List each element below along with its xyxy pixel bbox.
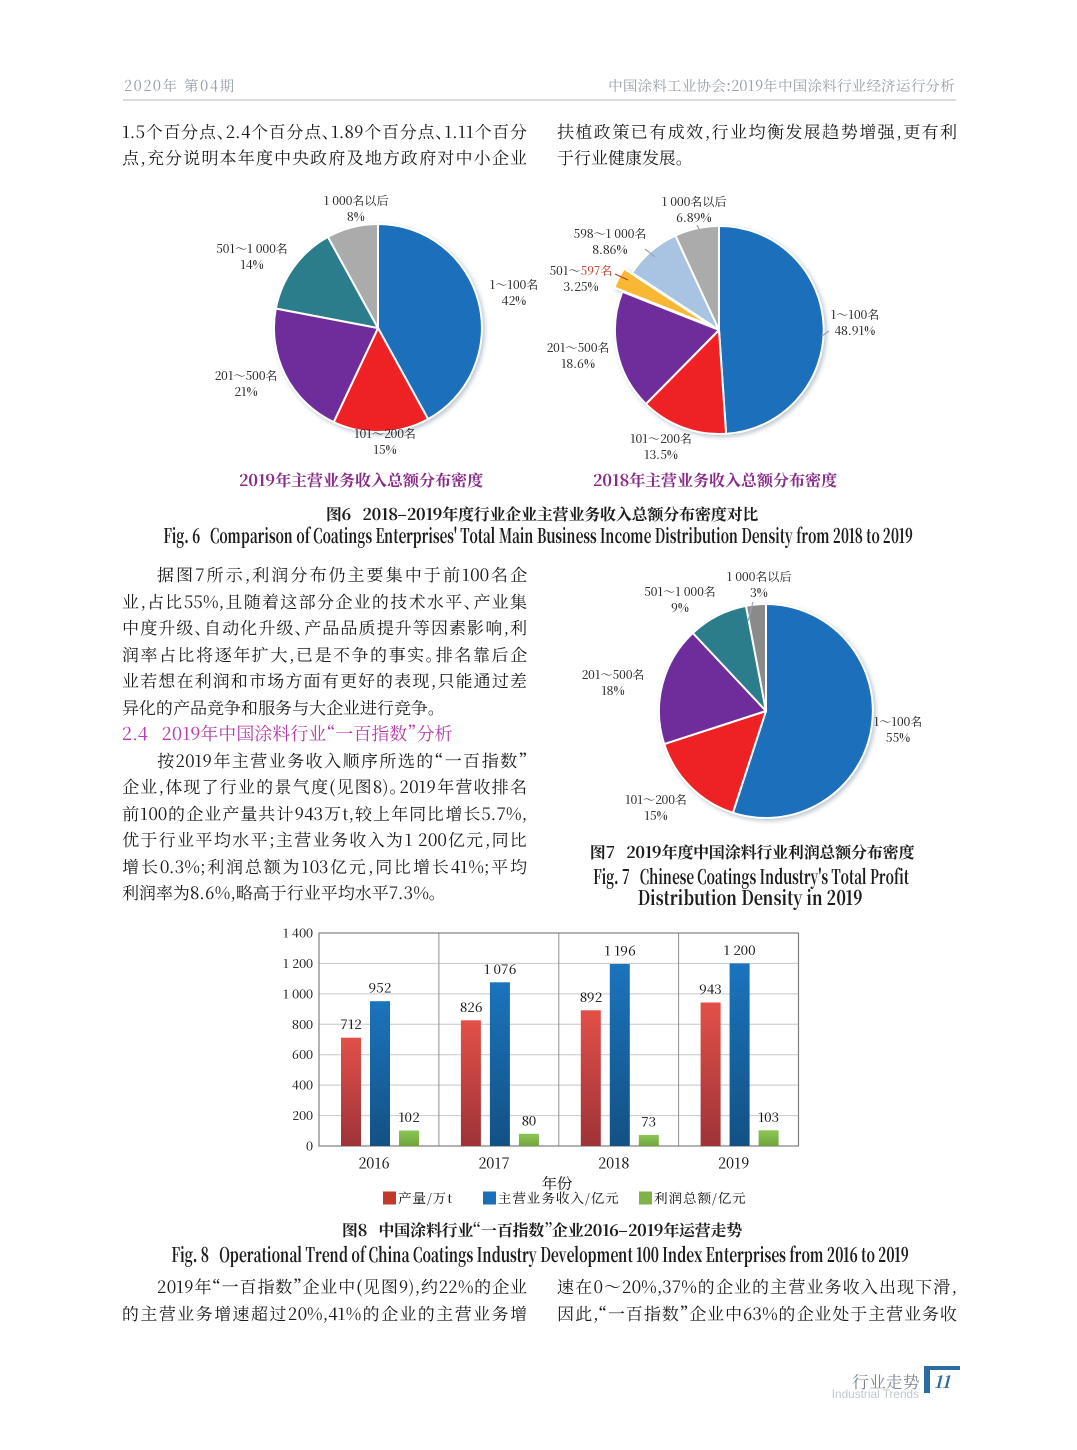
svg-text:利润总额/亿元: 利润总额/亿元 — [654, 1187, 747, 1207]
svg-text:2017: 2017 — [478, 1153, 509, 1174]
svg-text:943: 943 — [699, 978, 722, 998]
svg-text:952: 952 — [369, 977, 392, 997]
svg-text:102: 102 — [398, 1106, 420, 1126]
svg-text:400: 400 — [292, 1076, 313, 1094]
svg-text:800: 800 — [292, 1015, 313, 1033]
svg-text:年份: 年份 — [541, 1172, 573, 1194]
svg-text:826: 826 — [460, 996, 483, 1016]
svg-text:2019: 2019 — [718, 1153, 749, 1174]
svg-text:2018: 2018 — [598, 1153, 629, 1174]
svg-text:200: 200 — [292, 1106, 313, 1124]
svg-text:73: 73 — [641, 1110, 656, 1130]
svg-text:892: 892 — [579, 986, 602, 1006]
svg-text:80: 80 — [521, 1109, 536, 1129]
svg-text:1 196: 1 196 — [604, 940, 635, 960]
svg-text:2016: 2016 — [358, 1153, 389, 1174]
svg-text:产量/万t: 产量/万t — [398, 1187, 453, 1207]
svg-text:1 200: 1 200 — [723, 939, 755, 959]
svg-text:0: 0 — [306, 1137, 313, 1155]
svg-text:1 200: 1 200 — [283, 954, 313, 972]
svg-text:1 000: 1 000 — [283, 984, 313, 1002]
svg-text:600: 600 — [292, 1045, 313, 1063]
svg-text:1 076: 1 076 — [484, 958, 516, 978]
svg-text:主营业务收入/亿元: 主营业务收入/亿元 — [498, 1187, 620, 1207]
svg-text:712: 712 — [340, 1013, 362, 1033]
svg-text:1 400: 1 400 — [283, 924, 313, 942]
svg-text:103: 103 — [758, 1106, 779, 1126]
